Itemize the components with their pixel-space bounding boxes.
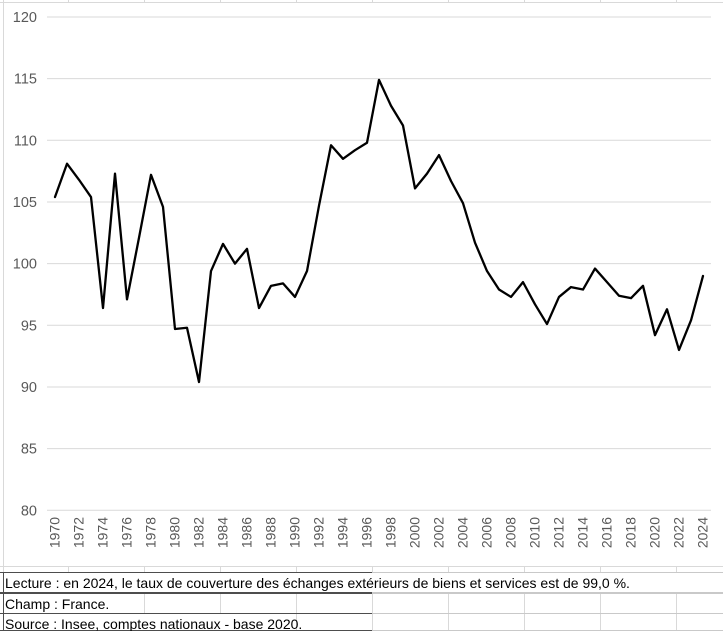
cell-border	[600, 592, 601, 613]
table-border	[0, 571, 723, 573]
y-axis-label: 90	[21, 380, 37, 396]
y-axis-label: 120	[13, 10, 37, 26]
x-axis-label: 2024	[695, 517, 711, 548]
x-axis-label: 1982	[191, 517, 207, 548]
cell-border	[68, 566, 69, 572]
x-axis-label: 1988	[263, 517, 279, 548]
cell-border	[524, 0, 525, 2]
cell-border	[676, 0, 677, 2]
x-axis-label: 1970	[47, 517, 63, 548]
x-axis-label: 1978	[143, 517, 159, 548]
cell-border	[372, 592, 373, 613]
cell-border	[296, 566, 297, 572]
x-axis-label: 1992	[311, 517, 327, 548]
x-axis-label: 1986	[239, 517, 255, 548]
x-axis-label: 2018	[623, 517, 639, 548]
cell-border	[524, 612, 525, 630]
cell-border	[372, 0, 373, 2]
table-border	[0, 592, 723, 594]
cell-border	[676, 566, 677, 572]
x-axis-label: 1980	[167, 517, 183, 548]
x-axis-label: 2020	[647, 517, 663, 548]
y-axis-label: 100	[13, 257, 37, 273]
cell-border	[448, 566, 449, 572]
x-axis-label: 2016	[599, 517, 615, 548]
x-axis-label: 2006	[479, 517, 495, 548]
cell-border	[600, 566, 601, 572]
cell-border	[600, 0, 601, 2]
x-axis-label: 1996	[359, 517, 375, 548]
table-border	[0, 612, 723, 615]
x-axis-label: 2000	[407, 517, 423, 548]
cell-border	[220, 566, 221, 572]
y-axis-label: 115	[14, 72, 37, 88]
cell-border	[144, 0, 145, 2]
x-axis-label: 1998	[383, 517, 399, 548]
x-axis-label: 2004	[455, 517, 471, 548]
x-axis-label: 1972	[71, 517, 87, 548]
table-border	[2, 571, 4, 631]
cell-border	[296, 592, 297, 613]
cell-border	[448, 612, 449, 630]
cell-border	[3, 0, 4, 572]
cell-border	[220, 0, 221, 2]
x-axis-label: 2014	[575, 517, 591, 548]
cell-border	[676, 612, 677, 630]
cell-border	[524, 592, 525, 613]
note-source: Source : Insee, comptes nationaux - base…	[5, 615, 303, 631]
y-axis-label: 95	[21, 318, 37, 334]
cell-border	[676, 592, 677, 613]
x-axis-label: 1976	[119, 517, 135, 548]
cell-border	[448, 592, 449, 613]
note-champ: Champ : France.	[5, 595, 110, 612]
y-axis-label: 85	[21, 442, 37, 458]
data-line	[53, 78, 705, 384]
y-axis-label: 105	[13, 195, 37, 211]
x-axis-label: 1984	[215, 517, 231, 548]
table-border	[0, 629, 723, 631]
cell-border	[0, 566, 723, 567]
cell-border	[372, 566, 373, 572]
y-axis-label: 80	[21, 503, 37, 519]
x-axis-label: 1994	[335, 517, 351, 548]
x-axis-label: 2008	[503, 517, 519, 548]
x-axis-label: 2002	[431, 517, 447, 548]
y-axis-label: 110	[14, 133, 37, 149]
cell-border	[220, 592, 221, 613]
cell-border	[372, 612, 373, 630]
cell-border	[68, 0, 69, 2]
cell-border	[144, 592, 145, 613]
x-axis-label: 1974	[95, 517, 111, 548]
x-axis-label: 2010	[527, 517, 543, 548]
cell-border	[448, 0, 449, 2]
x-axis-label: 2022	[671, 517, 687, 548]
note-lecture: Lecture : en 2024, le taux de couverture…	[5, 574, 630, 591]
line-chart: 80 85 90 95 100 105 110 115 120 1970 1972 1974 1976 1…	[13, 10, 711, 548]
x-axis-label: 2012	[551, 517, 567, 548]
cell-border	[296, 0, 297, 2]
cell-border	[144, 566, 145, 572]
x-axis-label: 1990	[287, 517, 303, 548]
cell-border	[0, 1, 723, 3]
cell-border	[296, 612, 297, 630]
cell-border	[524, 566, 525, 572]
cell-border	[600, 612, 601, 630]
